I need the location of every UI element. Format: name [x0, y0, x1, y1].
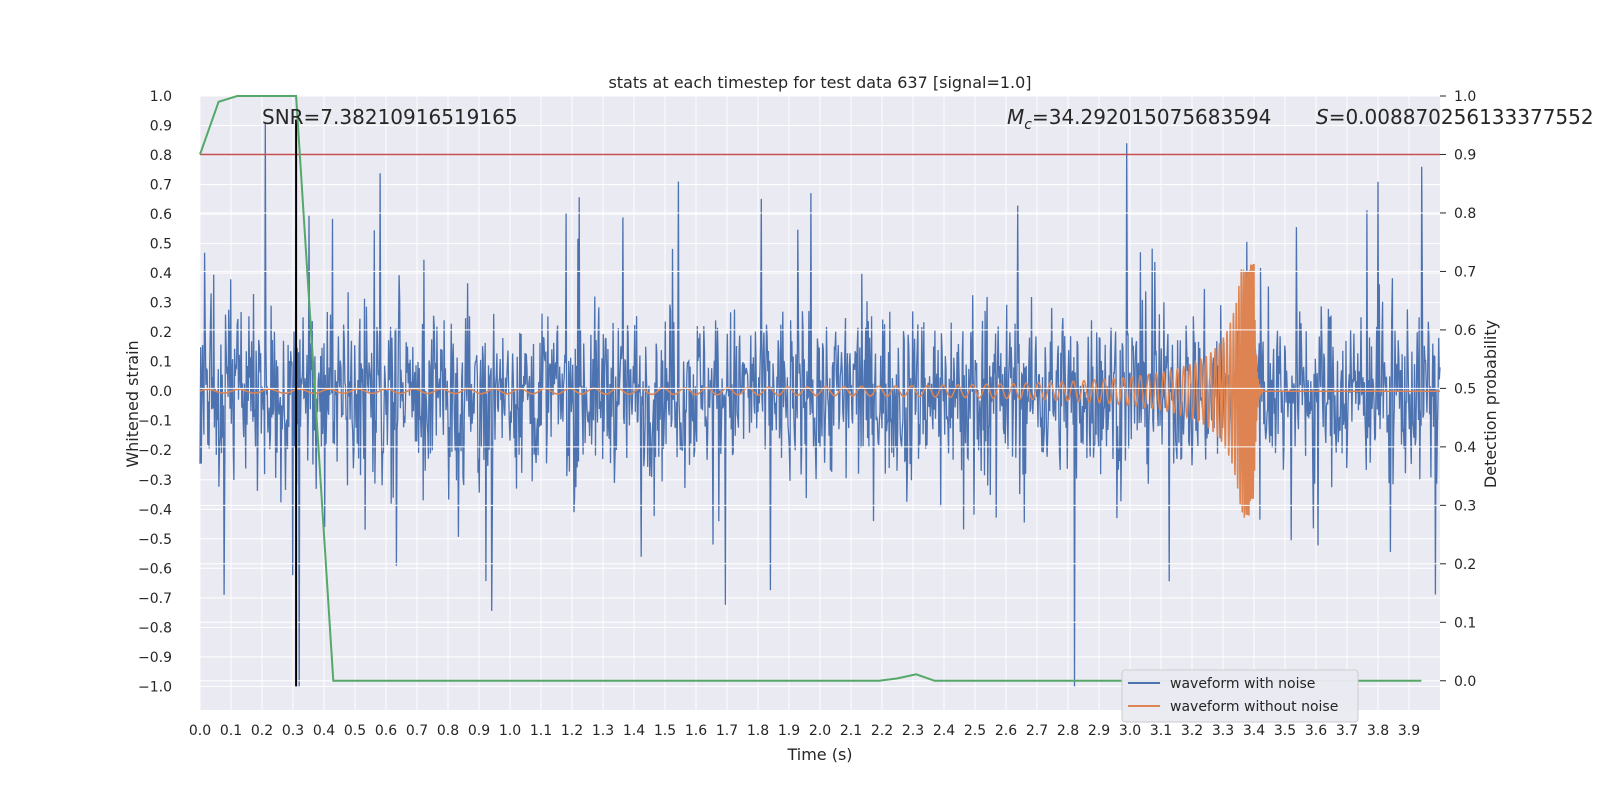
y-tick-label-left: 0.6 — [150, 207, 172, 223]
legend-box — [1121, 669, 1359, 723]
x-tick-label: 0.8 — [437, 723, 459, 739]
y-tick-label-left: −0.1 — [138, 414, 172, 430]
mc-annotation: Mc=34.292015075683594 — [1007, 105, 1271, 133]
s-symbol: S — [1316, 105, 1329, 129]
x-tick-label: 2.0 — [809, 723, 831, 739]
y-tick-label-left: 0.9 — [150, 119, 172, 135]
y-tick-label-right: 0.8 — [1454, 206, 1476, 222]
x-tick-label: 2.6 — [995, 723, 1017, 739]
x-tick-label: 3.4 — [1243, 723, 1265, 739]
mc-symbol: M — [1007, 105, 1024, 129]
y-tick-label-left: −0.2 — [138, 443, 172, 459]
y-tick-label-right: 0.3 — [1454, 498, 1476, 514]
x-tick-label: 2.3 — [902, 723, 924, 739]
x-tick-labels: 0.0 0.1 0.2 0.3 0.4 0.5 0.6 0.7 0.8 0.9 1.0 1.1 1.2 1… — [189, 723, 1420, 739]
x-tick-label: 1.4 — [623, 723, 645, 739]
y-tick-labels-left: 1.0 0.9 0.8 0.7 0.6 0.5 0.4 0.3 0.2 0.1 0.0 −0.1 −0.… — [138, 89, 172, 695]
x-axis-label: Time (s) — [786, 745, 852, 764]
x-tick-label: 1.2 — [561, 723, 583, 739]
mc-value: =34.292015075683594 — [1032, 105, 1271, 129]
x-tick-label: 3.3 — [1212, 723, 1234, 739]
snr-annotation: SNR=7.38210916519165 — [262, 105, 518, 129]
s-annotation: S=0.008870256133377552 — [1316, 105, 1594, 129]
x-tick-label: 3.0 — [1119, 723, 1141, 739]
x-tick-label: 3.2 — [1181, 723, 1203, 739]
y-tick-label-right: 0.6 — [1454, 323, 1476, 339]
y-tick-label-right: 0.4 — [1454, 440, 1476, 456]
y-tick-label-left: −1.0 — [138, 679, 172, 695]
x-tick-label: 1.3 — [592, 723, 614, 739]
y-tick-label-left: 0.4 — [150, 266, 172, 282]
x-tick-label: 2.1 — [840, 723, 862, 739]
y-axis-label-left: Whitened strain — [123, 340, 142, 467]
x-tick-label: 2.7 — [1026, 723, 1048, 739]
x-tick-label: 0.6 — [375, 723, 397, 739]
y-tick-label-left: 0.0 — [150, 384, 172, 400]
y-tick-label-left: 0.5 — [150, 237, 172, 253]
x-tick-label: 0.9 — [468, 723, 490, 739]
y-tick-label-left: −0.5 — [138, 532, 172, 548]
y-tick-label-right: 0.0 — [1454, 674, 1476, 690]
x-tick-label: 0.1 — [220, 723, 242, 739]
y-axis-label-right: Detection probability — [1481, 320, 1500, 488]
x-tick-label: 0.4 — [313, 723, 335, 739]
x-tick-label: 1.0 — [499, 723, 521, 739]
s-value: =0.008870256133377552 — [1329, 105, 1594, 129]
x-tick-label: 2.5 — [964, 723, 986, 739]
x-tick-label: 0.0 — [189, 723, 211, 739]
x-tick-label: 0.5 — [344, 723, 366, 739]
x-tick-label: 3.1 — [1150, 723, 1172, 739]
y-tick-label-right: 0.7 — [1454, 264, 1476, 280]
x-tick-label: 3.6 — [1305, 723, 1327, 739]
y-tick-label-right: 0.1 — [1454, 615, 1476, 631]
legend: waveform with noise waveform without noi… — [1121, 669, 1359, 723]
x-tick-label: 1.1 — [530, 723, 552, 739]
x-tick-label: 3.5 — [1274, 723, 1296, 739]
y-tick-label-left: 0.3 — [150, 296, 172, 312]
y-tick-label-right: 1.0 — [1454, 89, 1476, 105]
y-tick-label-right: 0.5 — [1454, 381, 1476, 397]
x-tick-label: 1.5 — [654, 723, 676, 739]
y-tick-label-left: 0.2 — [150, 325, 172, 341]
y-tick-label-right: 0.2 — [1454, 557, 1476, 573]
y-tick-labels-right: 1.0 0.9 0.8 0.7 0.6 0.5 0.4 0.3 0.2 0.1 0.0 — [1440, 89, 1476, 690]
x-tick-label: 3.7 — [1336, 723, 1358, 739]
x-tick-label: 3.8 — [1367, 723, 1389, 739]
legend-label-noisy: waveform with noise — [1170, 676, 1315, 692]
x-tick-label: 2.9 — [1088, 723, 1110, 739]
y-tick-label-left: −0.9 — [138, 650, 172, 666]
x-tick-label: 1.7 — [716, 723, 738, 739]
detection-probability-line — [199, 95, 1422, 682]
x-tick-label: 1.8 — [747, 723, 769, 739]
y-tick-label-left: −0.6 — [138, 561, 172, 577]
x-tick-label: 0.2 — [251, 723, 273, 739]
y-tick-label-left: −0.7 — [138, 591, 172, 607]
y-tick-label-left: 0.7 — [150, 178, 172, 194]
x-tick-label: 0.3 — [282, 723, 304, 739]
waveform-without-noise-line-group — [199, 263, 1440, 518]
x-tick-label: 1.9 — [778, 723, 800, 739]
grid — [199, 95, 1440, 710]
y-tick-label-left: −0.3 — [138, 473, 172, 489]
x-tick-label: 2.8 — [1057, 723, 1079, 739]
y-tick-label-left: 0.8 — [150, 148, 172, 164]
mc-subscript: c — [1024, 117, 1032, 133]
legend-label-clean: waveform without noise — [1170, 699, 1338, 715]
y-tick-label-left: 1.0 — [150, 89, 172, 105]
x-tick-label: 2.2 — [871, 723, 893, 739]
y-tick-label-left: −0.8 — [138, 620, 172, 636]
x-tick-label: 3.9 — [1398, 723, 1420, 739]
y-tick-label-left: −0.4 — [138, 502, 172, 518]
x-tick-label: 2.4 — [933, 723, 955, 739]
waveform-without-noise-line — [199, 263, 1440, 518]
y-tick-label-left: 0.1 — [150, 355, 172, 371]
x-tick-label: 1.6 — [685, 723, 707, 739]
x-tick-label: 0.7 — [406, 723, 428, 739]
chart-title: stats at each timestep for test data 637… — [608, 73, 1031, 92]
y-tick-label-right: 0.9 — [1454, 147, 1476, 163]
